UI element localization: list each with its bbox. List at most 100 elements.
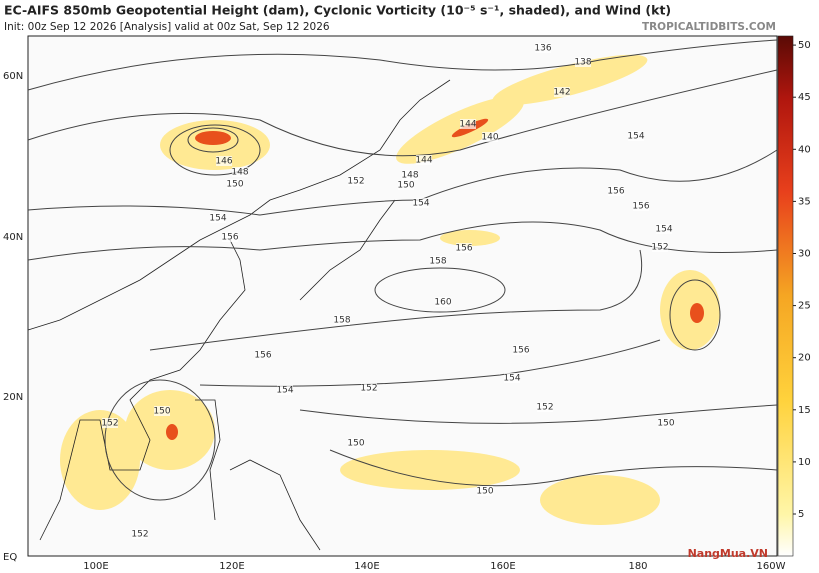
- colorbar-tick-label: 10: [798, 457, 811, 468]
- contour-label-bg: [398, 180, 414, 190]
- init-line: Init: 00z Sep 12 2026 [Analysis] valid a…: [4, 21, 330, 33]
- lat-label: EQ: [3, 552, 17, 563]
- source: TROPICALTIDBITS.COM: [642, 21, 776, 33]
- colorbar-tick-label: 25: [798, 301, 811, 312]
- contour-label-bg: [537, 402, 553, 412]
- contour-label-bg: [656, 224, 672, 234]
- contour-label-bg: [554, 87, 570, 97]
- colorbar-tick-label: 45: [798, 92, 811, 103]
- contour-label-bg: [348, 438, 364, 448]
- contour-label: 144: [415, 156, 432, 166]
- contour-label-bg: [416, 155, 432, 165]
- contour-label: 136: [534, 44, 551, 54]
- lat-label: 60N: [3, 71, 23, 82]
- contour-label-bg: [222, 232, 238, 242]
- contour-label-bg: [227, 179, 243, 189]
- contour-label: 154: [503, 374, 520, 384]
- contour-label: 140: [481, 133, 498, 143]
- contour-label-bg: [361, 383, 377, 393]
- contour-label: 138: [574, 58, 591, 68]
- contour-label: 150: [226, 180, 243, 190]
- contour-label: 152: [360, 384, 377, 394]
- contour-label-bg: [575, 57, 591, 67]
- colorbar-tick-label: 30: [798, 249, 811, 260]
- contour-label-bg: [132, 529, 148, 539]
- contour-label: 150: [397, 181, 414, 191]
- lon-label: 180: [628, 561, 647, 572]
- contour-label: 156: [632, 202, 649, 212]
- coastlines: [27, 79, 451, 551]
- contour-label: 148: [401, 171, 418, 181]
- contour-label-bg: [413, 198, 429, 208]
- contour-label: 156: [512, 346, 529, 356]
- contour-label: 142: [553, 88, 570, 98]
- contour-label-bg: [628, 131, 644, 141]
- contour-label-bg: [430, 256, 446, 266]
- contour-label-bg: [210, 213, 226, 223]
- contour-label: 156: [455, 244, 472, 254]
- contour-label-bg: [277, 385, 293, 395]
- colorbar-tick-label: 5: [798, 509, 804, 520]
- contour-label-bg: [154, 406, 170, 416]
- lon-label: 160W: [757, 561, 786, 572]
- lon-label: 160E: [490, 561, 515, 572]
- contour-label: 152: [347, 177, 364, 187]
- vorticity-shading: [60, 54, 720, 525]
- contour-label: 152: [131, 530, 148, 540]
- contour-label-bg: [460, 119, 476, 129]
- lon-label: 120E: [219, 561, 244, 572]
- contour-label-bg: [658, 418, 674, 428]
- colorbar: [777, 35, 794, 557]
- contour-label: 158: [429, 257, 446, 267]
- contour-label-bg: [402, 170, 418, 180]
- contour-label-bg: [633, 201, 649, 211]
- contour-label: 156: [221, 233, 238, 243]
- contour-label-bg: [232, 167, 248, 177]
- title: EC-AIFS 850mb Geopotential Height (dam),…: [4, 3, 671, 18]
- lon-label: 140E: [354, 561, 379, 572]
- contour-label-bg: [348, 176, 364, 186]
- contour-label-bg: [334, 315, 350, 325]
- contour-label: 160: [434, 298, 451, 308]
- contour-label: 150: [153, 407, 170, 417]
- contour-label: 150: [476, 487, 493, 497]
- contour-label-bg: [456, 243, 472, 253]
- contour-label-bg: [482, 132, 498, 142]
- contour-label: 156: [254, 351, 271, 361]
- contour-label: 154: [412, 199, 429, 209]
- colorbar-tick-label: 35: [798, 196, 811, 207]
- colorbar-tick-label: 40: [798, 144, 811, 155]
- contour-label: 152: [536, 403, 553, 413]
- contour-label-bg: [608, 186, 624, 196]
- colorbar-tick-label: 20: [798, 353, 811, 364]
- contour-label: 144: [459, 120, 476, 130]
- contour-label-bg: [504, 373, 520, 383]
- contour-label-bg: [513, 345, 529, 355]
- contour-label: 150: [657, 419, 674, 429]
- contour-label: 148: [231, 168, 248, 178]
- height-contours: [27, 39, 778, 501]
- contour-label-bg: [535, 43, 551, 53]
- lat-label: 40N: [3, 232, 23, 243]
- colorbar-tick-label: 50: [798, 40, 811, 51]
- contour-label-bg: [255, 350, 271, 360]
- colorbar-tick-label: 15: [798, 405, 811, 416]
- contour-label-bg: [216, 156, 232, 166]
- contour-label: 152: [101, 419, 118, 429]
- contour-label: 154: [209, 214, 226, 224]
- contour-label-bg: [435, 297, 451, 307]
- contour-label: 150: [347, 439, 364, 449]
- contour-label-bg: [652, 242, 668, 252]
- contour-label: 154: [276, 386, 293, 396]
- lat-label: 20N: [3, 392, 23, 403]
- contour-label: 152: [651, 243, 668, 253]
- contour-label-bg: [477, 486, 493, 496]
- lon-label: 100E: [83, 561, 108, 572]
- contour-label-bg: [102, 418, 118, 428]
- contour-label: 154: [627, 132, 644, 142]
- watermark: NangMua.VN: [688, 547, 768, 560]
- contour-label: 158: [333, 316, 350, 326]
- contour-label: 146: [215, 157, 232, 167]
- contour-label: 154: [655, 225, 672, 235]
